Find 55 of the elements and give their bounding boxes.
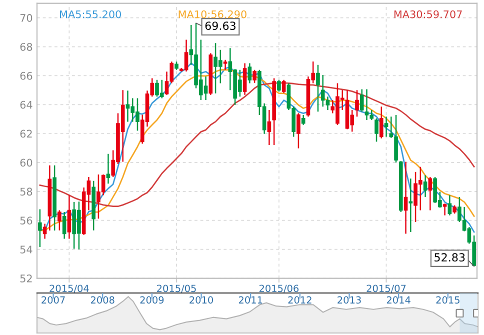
y-tick-label: 68 <box>20 42 32 51</box>
candlestick <box>379 106 384 139</box>
candlestick <box>296 112 300 149</box>
y-tick-label: 54 <box>20 246 32 254</box>
candlestick <box>267 109 272 146</box>
candlestick <box>442 202 447 216</box>
y-tick-label: 62 <box>20 130 32 138</box>
candlestick <box>58 210 62 232</box>
text: MA10:56.290 <box>178 10 246 18</box>
annotation: 69.63 <box>205 22 236 30</box>
x-tick-label: 2010 <box>190 296 213 304</box>
candlestick <box>42 223 47 240</box>
candlestick <box>316 64 320 112</box>
x-tick-label: 2014 <box>386 296 410 304</box>
y-tick-label: 52 <box>20 274 32 282</box>
candlestick <box>223 59 228 71</box>
annotation: 52.83 <box>434 253 465 262</box>
x-tick-label: 2011 <box>238 296 262 304</box>
candlestick <box>67 194 72 240</box>
y-tick-label: 70 <box>20 14 32 22</box>
candlestick <box>242 62 247 96</box>
candlestick <box>282 79 286 94</box>
x-tick-label: 2015/07 <box>366 284 406 293</box>
x-tick-label: 2015 <box>436 296 460 304</box>
candlestick <box>448 194 452 216</box>
candlestick <box>360 88 364 112</box>
y-tick-label: 60 <box>20 158 32 167</box>
candlestick <box>404 161 408 234</box>
candlestick <box>252 69 256 84</box>
x-tick-label: 2012 <box>288 296 312 304</box>
candlestick <box>277 79 281 92</box>
candlestick <box>384 116 388 138</box>
text: MA30:59.707 <box>394 10 462 18</box>
y-tick-label: 56 <box>20 216 32 225</box>
y-tick-label: 58 <box>20 188 32 196</box>
candlestick <box>408 178 413 233</box>
candlestick <box>301 114 306 126</box>
y-tick-label: 64 <box>20 100 32 109</box>
candlestick <box>38 208 42 248</box>
x-tick-label: 2015/04 <box>50 284 89 293</box>
candlestick <box>248 62 252 84</box>
x-tick-label: 2015/06 <box>259 284 299 293</box>
candlestick <box>106 153 110 184</box>
text: MA5:55.200 <box>60 10 122 18</box>
candlestick <box>428 176 432 211</box>
y-tick-label: 66 <box>20 72 32 80</box>
candlestick <box>423 174 428 198</box>
x-tick-label: 2009 <box>140 296 164 304</box>
candlestick <box>355 90 359 118</box>
candlestick <box>62 211 66 240</box>
candlestick <box>374 118 378 142</box>
x-tick-label: 2013 <box>338 296 361 304</box>
x-tick-label: 2015/05 <box>157 284 196 293</box>
x-tick-label: 2008 <box>90 296 114 304</box>
x-tick-label: 2007 <box>42 296 65 304</box>
